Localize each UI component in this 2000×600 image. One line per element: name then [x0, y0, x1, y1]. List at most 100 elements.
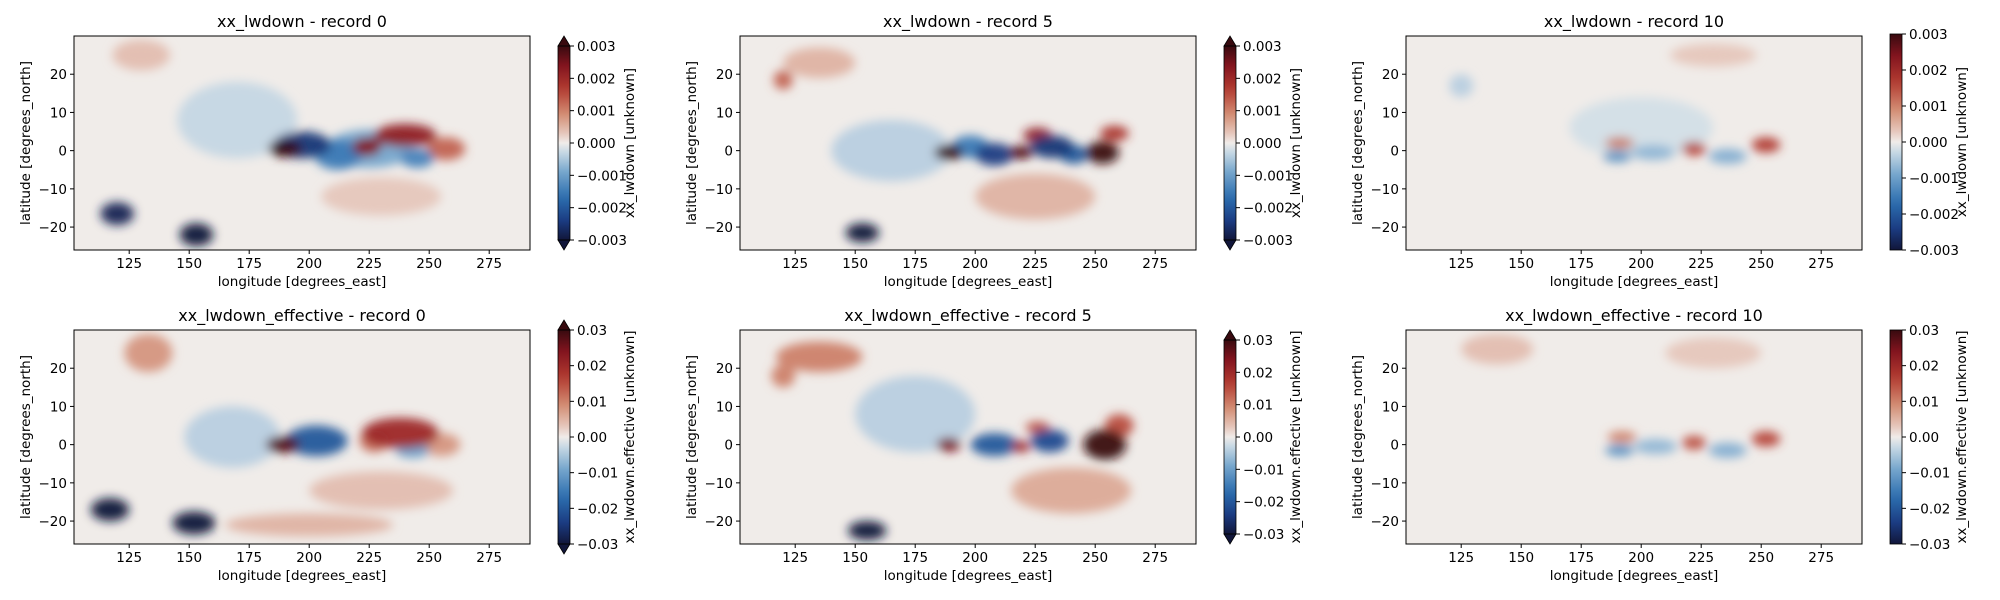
x-tick-label: 150	[1508, 550, 1534, 566]
colorbar-extend-min	[557, 543, 571, 555]
colorbar-tick-label: −0.03	[577, 537, 618, 553]
axes-frame	[1405, 35, 1863, 251]
heatmap-cell	[112, 39, 170, 71]
y-tick-label: 10	[50, 399, 67, 415]
heatmap-cell	[1634, 438, 1678, 455]
colorbar-tick-label: 0.001	[577, 104, 616, 120]
colorbar-tick-label: 0.000	[577, 136, 616, 152]
x-tick-label: 200	[296, 256, 322, 272]
colorbar-tick-label: 0.002	[1243, 71, 1282, 87]
colorbar-label: xx_lwdown [unknown]	[1954, 67, 1970, 217]
heatmap-cell	[1682, 435, 1706, 450]
y-tick-label: 10	[1382, 399, 1399, 415]
heatmap-cell	[177, 81, 298, 159]
x-tick-label: 200	[1628, 256, 1654, 272]
x-tick-label: 200	[962, 550, 988, 566]
chart-panel-5: 125 150 175 200 225 250 275 −20 −10 0 10 20 xx_lwdow…	[1350, 306, 1970, 584]
heatmap-cell	[1030, 429, 1069, 453]
colorbar: 0.03 0.02 0.01 0.00 −0.01 −0.02 −0.03xx_lwdown…	[557, 319, 638, 555]
heatmap-cell	[266, 436, 300, 454]
heatmap-cell	[309, 471, 454, 510]
heatmap-cell	[225, 513, 394, 537]
x-tick-label: 125	[782, 256, 808, 272]
y-tick-label: 0	[724, 144, 733, 160]
heatmap-cell	[776, 341, 863, 373]
heatmap-cell	[179, 223, 214, 247]
x-tick-label: 250	[416, 550, 442, 566]
y-tick-label: −20	[705, 514, 734, 530]
colorbar-tick-label: −0.02	[1909, 501, 1950, 517]
heatmap-cell	[1605, 444, 1634, 457]
x-tick-label: 275	[476, 550, 502, 566]
heatmap-cell	[1569, 97, 1714, 159]
heatmap-cell	[1751, 431, 1781, 447]
x-axis-label: longitude [degrees_east]	[1550, 568, 1718, 584]
chart-panel-3: 125 150 175 200 225 250 275 −20 −10 0 10 20 xx_lwdow…	[18, 306, 638, 584]
colorbar-tick-label: 0.000	[1909, 135, 1948, 151]
colorbar-gradient	[1224, 340, 1236, 534]
y-axis-label: latitude [degrees_north]	[684, 355, 700, 519]
heatmap-cell	[1085, 141, 1120, 165]
heatmap-cell	[1607, 431, 1637, 443]
heatmap-cell	[773, 70, 793, 90]
colorbar-tick-label: 0.03	[1243, 333, 1273, 349]
axes-frame	[1405, 329, 1863, 545]
heatmap-cell	[1011, 440, 1031, 453]
colorbar: 0.03 0.02 0.01 0.00 −0.01 −0.02 −0.03xx_lwdown…	[1889, 323, 1970, 553]
x-axis-label: longitude [degrees_east]	[218, 568, 386, 584]
heatmap-field	[100, 39, 466, 247]
heatmap-cell	[426, 137, 466, 161]
colorbar-label: xx_lwdown.effective [unknown]	[1288, 330, 1304, 543]
colorbar-tick-label: −0.03	[1909, 537, 1950, 553]
x-tick-label: 250	[1748, 550, 1774, 566]
colorbar-tick-label: 0.003	[1909, 27, 1948, 43]
y-tick-label: 0	[58, 144, 67, 160]
colorbar-extend-max	[557, 319, 571, 331]
heatmap-cell	[374, 123, 437, 147]
heatmap-cell	[1083, 429, 1127, 460]
colorbar-tick-label: −0.01	[1243, 462, 1284, 478]
colorbar-tick-label: 0.002	[577, 71, 616, 87]
x-tick-label: 225	[356, 256, 382, 272]
colorbar-extend-max	[1223, 329, 1237, 341]
heatmap-cell	[771, 364, 796, 388]
colorbar-gradient	[558, 46, 570, 240]
y-tick-label: −10	[705, 182, 734, 198]
x-tick-label: 200	[1628, 550, 1654, 566]
colorbar-gradient	[1224, 46, 1236, 240]
colorbar-tick-label: −0.003	[1243, 233, 1293, 249]
chart-title: xx_lwdown - record 0	[217, 12, 387, 32]
y-axis-label: latitude [degrees_north]	[1350, 355, 1366, 519]
x-tick-label: 125	[116, 256, 142, 272]
colorbar: 0.003 0.002 0.001 0.000 −0.001 −0.002 −0.003 xx…	[1223, 35, 1304, 251]
x-axis-label: longitude [degrees_east]	[1550, 274, 1718, 290]
heatmap-cell	[936, 437, 961, 452]
axes-frame	[739, 35, 1197, 251]
x-tick-label: 250	[1082, 550, 1108, 566]
chart-title: xx_lwdown_effective - record 0	[178, 306, 426, 326]
chart-panel-0: 125 150 175 200 225 250 275 −20 −10 0 10 20 xx_lwdow…	[18, 12, 638, 290]
heatmap-cell	[1682, 141, 1706, 156]
colorbar-tick-label: 0.000	[1243, 136, 1282, 152]
y-tick-label: 20	[1382, 361, 1399, 377]
colorbar-extend-min	[1223, 533, 1237, 545]
x-tick-label: 275	[1808, 256, 1834, 272]
colorbar-tick-label: 0.003	[1243, 39, 1282, 55]
colorbar-tick-label: −0.002	[1909, 207, 1959, 223]
heatmap-cell	[321, 177, 442, 216]
x-tick-label: 175	[902, 550, 928, 566]
heatmap-cell	[845, 223, 880, 243]
colorbar-tick-label: 0.01	[1243, 398, 1273, 414]
heatmap-cell	[1670, 43, 1757, 67]
colorbar: 0.003 0.002 0.001 0.000 −0.001 −0.002 −0.003 xx…	[557, 35, 638, 251]
x-tick-label: 175	[1568, 256, 1594, 272]
colorbar-tick-label: −0.003	[1909, 243, 1959, 259]
colorbar-tick-label: −0.02	[1243, 495, 1284, 511]
heatmap-cell	[1605, 137, 1634, 149]
colorbar-tick-label: 0.00	[577, 430, 607, 446]
x-tick-label: 275	[1142, 550, 1168, 566]
colorbar-tick-label: 0.01	[577, 394, 607, 410]
heatmap-field	[1449, 43, 1781, 165]
